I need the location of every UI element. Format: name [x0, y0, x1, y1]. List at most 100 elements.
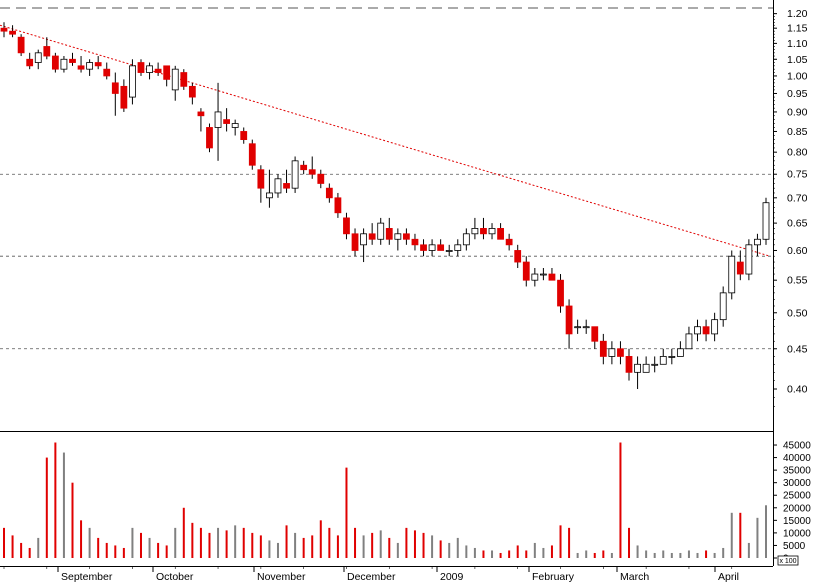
- volume-tick-label: 10000: [783, 528, 811, 539]
- date-tick-label: February: [532, 571, 575, 583]
- candle-body: [642, 363, 650, 373]
- volume-bar: [217, 527, 220, 558]
- candle-body: [300, 164, 308, 171]
- candle-body: [531, 273, 539, 281]
- price-tick-label: 0.50: [787, 307, 808, 319]
- volume-bar: [336, 535, 339, 558]
- candle-body: [343, 217, 350, 235]
- volume-bar: [97, 537, 100, 558]
- candle-body: [334, 197, 342, 214]
- volume-bar: [88, 527, 91, 558]
- price-tick-label: 0.60: [787, 245, 808, 257]
- volume-tick-label: 45000: [783, 441, 811, 452]
- price-tick-label: 1.10: [787, 38, 808, 50]
- candle-body: [34, 52, 42, 63]
- candle-body: [308, 169, 316, 175]
- candle-body: [206, 127, 213, 149]
- volume-bar: [465, 545, 468, 558]
- volume-bar: [379, 530, 382, 558]
- price-tick-label: 1.00: [787, 70, 808, 82]
- candle-body: [454, 244, 462, 251]
- resistance-trendline: [0, 24, 771, 257]
- candle-body: [411, 238, 419, 246]
- volume-bar: [499, 552, 502, 558]
- candle-body: [248, 143, 256, 166]
- volume-bar: [636, 545, 639, 558]
- candle-body: [762, 202, 770, 240]
- candle-body: [120, 85, 128, 109]
- volume-bar: [234, 525, 237, 558]
- candle-body: [745, 244, 753, 275]
- volume-tick-label: 30000: [783, 478, 811, 489]
- volume-tick-label: 40000: [783, 453, 811, 464]
- candle-body: [111, 82, 119, 94]
- candle-body: [214, 111, 222, 128]
- volume-bar: [610, 552, 613, 558]
- volume-bar: [550, 545, 553, 558]
- price-tick-label: 0.45: [787, 343, 808, 355]
- volume-bar: [105, 542, 108, 558]
- volume-bar: [533, 542, 536, 558]
- volume-bar: [45, 457, 48, 558]
- price-tick-label: 0.70: [787, 192, 808, 204]
- volume-bar: [396, 542, 399, 558]
- volume-bar: [491, 550, 494, 558]
- date-tick-label: September: [61, 571, 113, 583]
- candle-body: [26, 58, 34, 67]
- candle-body: [514, 250, 522, 263]
- trendline: [0, 24, 771, 257]
- volume-bar: [448, 542, 451, 558]
- price-tick-label: 0.40: [787, 384, 808, 396]
- candle-body: [163, 65, 171, 80]
- volume-bar: [756, 517, 759, 558]
- volume-bar: [439, 540, 442, 558]
- candle-body: [557, 279, 564, 307]
- volume-bar: [747, 542, 750, 558]
- candle-body: [651, 363, 659, 366]
- candle-body: [591, 326, 599, 342]
- candle-body: [274, 178, 282, 194]
- volume-bar: [413, 530, 416, 558]
- volume-bar: [713, 552, 716, 558]
- volume-bar: [131, 527, 134, 558]
- volume-bar: [705, 550, 708, 558]
- candle-body: [0, 27, 8, 32]
- volume-tick-label: 25000: [783, 491, 811, 502]
- volume-bar: [54, 442, 57, 558]
- volume-bar: [165, 545, 168, 558]
- volume-bar: [362, 535, 365, 558]
- volume-bar: [148, 537, 151, 558]
- volume-bar: [28, 547, 31, 558]
- volume-bar: [619, 442, 622, 558]
- volume-bar: [242, 527, 245, 558]
- candle-body: [197, 111, 205, 117]
- volume-unit-box: [777, 555, 799, 566]
- candle-body: [522, 261, 530, 281]
- volume-bar: [3, 527, 5, 558]
- candle-body: [283, 183, 290, 189]
- volume-bar: [739, 512, 742, 558]
- price-tick-label: 0.80: [787, 147, 808, 159]
- candle-body: [325, 187, 333, 199]
- date-tick-label: October: [156, 571, 194, 583]
- candle-body: [103, 68, 111, 77]
- volume-bar: [670, 552, 673, 558]
- candle-body: [702, 326, 710, 335]
- volume-bar: [294, 532, 297, 558]
- volume-bar: [405, 527, 408, 558]
- candle-body: [9, 30, 16, 35]
- volume-bar: [696, 552, 699, 558]
- volume-bar: [542, 547, 545, 558]
- candle-body: [497, 228, 504, 240]
- candle-body: [505, 238, 513, 246]
- volume-bar: [422, 532, 425, 558]
- volume-bar: [199, 527, 202, 558]
- candle-body: [317, 173, 325, 184]
- volume-bar: [602, 550, 605, 558]
- candle-body: [685, 333, 693, 350]
- volume-bar: [80, 520, 83, 558]
- candle-body: [94, 62, 102, 67]
- volume-bar: [593, 552, 596, 558]
- volume-bar: [687, 550, 690, 558]
- candle-body: [711, 319, 719, 335]
